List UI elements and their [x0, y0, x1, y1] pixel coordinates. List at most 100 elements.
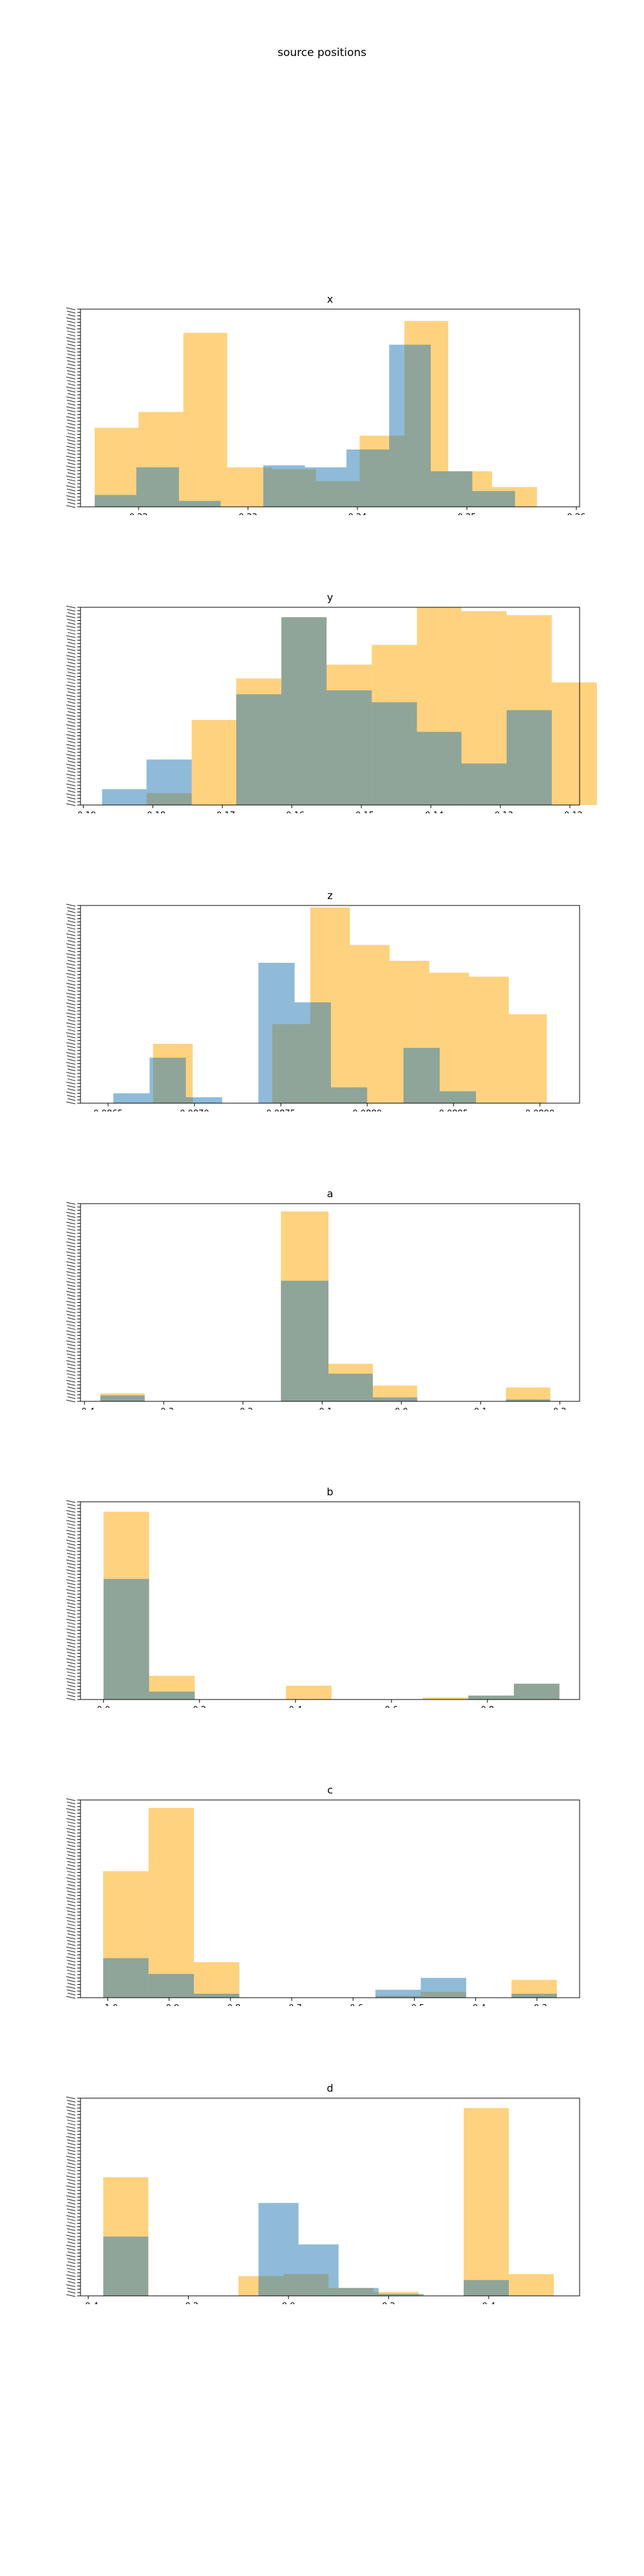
- y-tick-mark-glyph: [66, 2126, 76, 2129]
- y-tick-mark-glyph: [66, 668, 76, 671]
- y-tick-mark-glyph: [66, 1334, 76, 1337]
- y-tick-mark-glyph: [67, 482, 76, 485]
- x-tick-label: 0.0: [395, 1407, 408, 1410]
- y-tick-mark-glyph: [67, 1517, 76, 1520]
- histogram-svg-x: x 0.22 0.23 0.24 0.25 0.26: [66, 293, 585, 515]
- y-tick-mark-glyph: [66, 665, 76, 668]
- y-tick-mark-glyph: [66, 1062, 76, 1065]
- y-tick-mark-glyph: [66, 1917, 76, 1920]
- panel-title: a: [327, 1188, 334, 1200]
- y-tick-mark-glyph: [66, 1662, 76, 1665]
- y-tick-mark-glyph: [66, 2185, 76, 2188]
- y-tick-mark-glyph: [67, 1019, 76, 1022]
- y-tick-mark-glyph: [66, 416, 76, 419]
- axes-frame: [80, 1501, 580, 1700]
- y-tick-mark-glyph: [66, 1399, 76, 1403]
- y-tick-mark-glyph: [66, 317, 76, 320]
- y-tick-mark-glyph: [66, 1003, 76, 1005]
- y-tick-mark-glyph: [66, 1016, 76, 1019]
- y-tick-mark-glyph: [67, 354, 76, 357]
- y-tick-mark-glyph: [67, 999, 76, 1002]
- bar-series-2: [461, 763, 507, 805]
- y-tick-mark-glyph: [66, 1622, 76, 1625]
- y-tick-mark-glyph: [67, 790, 76, 793]
- y-tick-mark-glyph: [66, 1562, 76, 1566]
- y-tick-mark-glyph: [66, 1360, 76, 1363]
- y-tick-mark-glyph: [67, 373, 76, 376]
- y-tick-mark-glyph: [66, 1927, 76, 1930]
- y-tick-mark-glyph: [66, 1930, 76, 1933]
- y-tick-mark-glyph: [66, 1211, 76, 1215]
- y-tick-mark-glyph: [66, 1691, 76, 1694]
- x-tick-label: 0.22: [129, 513, 148, 515]
- y-tick-mark-glyph: [66, 1801, 76, 1804]
- y-tick-mark-glyph: [67, 2103, 76, 2106]
- y-tick-mark-glyph: [66, 370, 76, 373]
- y-tick-mark-glyph: [67, 502, 76, 505]
- y-tick-mark-glyph: [66, 1025, 76, 1028]
- y-tick-mark-glyph: [66, 396, 76, 399]
- y-tick-mark-glyph: [66, 390, 76, 393]
- y-tick-mark-glyph: [67, 1605, 76, 1609]
- y-tick-mark-glyph: [66, 1861, 76, 1864]
- y-tick-mark-glyph: [67, 432, 76, 435]
- y-tick-mark-glyph: [66, 609, 76, 612]
- y-tick-mark-glyph: [66, 629, 76, 632]
- y-tick-mark-glyph: [66, 674, 76, 677]
- bar-series-2: [281, 1280, 329, 1401]
- y-tick-mark-glyph: [66, 2287, 76, 2291]
- figure-title: source positions: [277, 46, 367, 59]
- y-tick-mark-glyph: [66, 1101, 76, 1104]
- y-tick-mark-glyph: [67, 980, 76, 983]
- y-tick-mark-glyph: [66, 1390, 76, 1393]
- y-tick-mark-glyph: [66, 767, 76, 770]
- y-tick-mark-glyph: [67, 1098, 76, 1101]
- y-tick-mark-glyph: [67, 661, 76, 665]
- histogram-panel-a: a −0.4 −0.3 −0.2 −0.1 0.0 0.1 0.2: [0, 1178, 644, 1410]
- y-tick-mark-glyph: [66, 996, 76, 999]
- y-tick-mark-glyph: [66, 916, 76, 920]
- y-tick-mark-glyph: [67, 780, 76, 783]
- bar-series-1: [183, 332, 227, 507]
- y-tick-mark-glyph: [67, 2143, 76, 2146]
- y-tick-mark-glyph: [66, 1032, 76, 1036]
- y-tick-mark-glyph: [66, 1393, 76, 1396]
- y-tick-mark-glyph: [66, 1632, 76, 1635]
- y-tick-mark-glyph: [66, 1989, 76, 1993]
- y-tick-mark-glyph: [67, 1953, 76, 1956]
- bar-series-2: [146, 759, 192, 805]
- histogram-svg-y: y −0.19 −0.18 −0.17 −0.16 −0.15 −0.14 −0.13 −0.1…: [66, 591, 597, 813]
- y-tick-mark-glyph: [67, 1645, 76, 1648]
- y-tick-mark-glyph: [67, 1307, 76, 1311]
- y-tick-mark-glyph: [66, 2274, 76, 2277]
- y-tick-mark-glyph: [66, 2205, 76, 2208]
- y-tick-mark-glyph: [66, 498, 76, 502]
- x-tick-label: 0.4: [289, 1705, 303, 1708]
- y-tick-mark-glyph: [67, 1317, 76, 1320]
- y-tick-mark-glyph: [66, 1363, 76, 1367]
- y-tick-mark-glyph: [66, 327, 76, 330]
- y-tick-mark-glyph: [66, 793, 76, 797]
- y-tick-mark-glyph: [66, 1291, 76, 1294]
- y-tick-mark-glyph: [67, 1576, 76, 1579]
- x-tick-label: 0.0: [97, 1705, 110, 1708]
- x-tick-label: 0.25: [457, 513, 476, 515]
- histogram-svg-c: c −1.0 −0.9 −0.8 −0.7 −0.6 −0.5 −0.4 −0.3: [66, 1784, 580, 2006]
- y-tick-mark-glyph: [66, 1500, 76, 1503]
- y-tick-mark-glyph: [67, 402, 76, 406]
- y-tick-mark-glyph: [66, 1222, 76, 1225]
- y-tick-mark-glyph: [66, 1890, 76, 1893]
- bar-series-2: [102, 789, 147, 805]
- y-tick-mark-glyph: [66, 724, 76, 727]
- y-tick-mark-glyph: [66, 1284, 76, 1287]
- y-tick-mark-glyph: [66, 947, 76, 950]
- y-tick-mark-glyph: [66, 1671, 76, 1674]
- y-tick-mark-glyph: [67, 1923, 76, 1926]
- y-tick-mark-glyph: [67, 462, 76, 465]
- y-tick-mark-glyph: [66, 1553, 76, 1556]
- y-tick-mark-glyph: [66, 1370, 76, 1373]
- bar-series-1: [464, 2108, 509, 2296]
- bar-series-2: [378, 2293, 424, 2296]
- y-tick-mark-glyph: [66, 1311, 76, 1314]
- y-tick-mark-glyph: [66, 1379, 76, 1383]
